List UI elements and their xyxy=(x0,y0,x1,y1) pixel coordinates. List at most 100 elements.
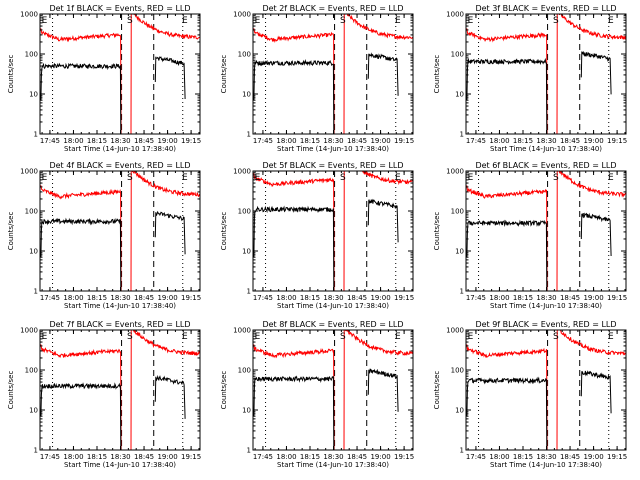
events-series-line-post xyxy=(580,370,612,414)
events-series-line-post xyxy=(154,210,186,255)
lld-series-line-pre xyxy=(253,173,335,291)
plot-frame xyxy=(465,13,627,135)
x-tick-label: 18:15 xyxy=(513,137,533,145)
x-tick-label: 19:15 xyxy=(181,137,201,145)
x-axis-label: Start Time (14-Jun-10 17:38:40) xyxy=(277,302,389,310)
x-tick-label: 18:00 xyxy=(489,294,509,302)
lld-series-line-post xyxy=(343,171,413,291)
y-tick-label: 10 xyxy=(29,407,38,415)
x-tick-label: 19:00 xyxy=(157,294,177,302)
x-tick-label: 19:00 xyxy=(157,453,177,461)
plot-frame xyxy=(252,329,414,451)
lld-series-line-post xyxy=(556,171,626,291)
marker-label: S xyxy=(340,16,346,26)
plot-frame xyxy=(39,13,201,135)
x-tick-label: 19:15 xyxy=(607,137,627,145)
y-tick-label: 1 xyxy=(460,447,464,455)
panel-title: Det 3f BLACK = Events, RED = LLD xyxy=(475,4,616,13)
marker-label: E xyxy=(468,173,474,183)
events-series-line-pre xyxy=(40,217,122,291)
marker-label: E xyxy=(182,16,188,26)
x-tick-label: 18:45 xyxy=(560,294,580,302)
x-tick-label: 17:45 xyxy=(40,453,60,461)
lld-series-line-post xyxy=(130,14,200,134)
x-tick-label: 18:45 xyxy=(347,137,367,145)
x-tick-label: 19:00 xyxy=(583,453,603,461)
y-tick-label: 1 xyxy=(460,288,464,296)
y-tick-label: 10 xyxy=(455,91,464,99)
events-series-line-post xyxy=(580,212,612,257)
marker-label: E xyxy=(42,173,48,183)
x-axis-label: Start Time (14-Jun-10 17:38:40) xyxy=(64,302,176,310)
x-axis-label: Start Time (14-Jun-10 17:38:40) xyxy=(490,145,602,153)
marker-label: E xyxy=(608,173,614,183)
marker-label: S xyxy=(127,173,133,183)
x-tick-label: 18:30 xyxy=(536,294,556,302)
y-axis-label: Counts/sec xyxy=(7,212,15,251)
x-tick-label: 19:15 xyxy=(181,294,201,302)
marker-label: E xyxy=(42,16,48,26)
x-tick-label: 19:15 xyxy=(394,294,414,302)
marker-label: E xyxy=(182,332,188,342)
x-tick-label: 18:15 xyxy=(300,453,320,461)
marker-label: S xyxy=(553,332,559,342)
lld-series-line-pre xyxy=(466,344,548,450)
x-tick-label: 19:00 xyxy=(370,294,390,302)
x-tick-label: 17:45 xyxy=(466,137,486,145)
x-tick-label: 17:45 xyxy=(466,294,486,302)
y-tick-label: 10 xyxy=(29,91,38,99)
plot-frame xyxy=(465,329,627,451)
lld-series-line-pre xyxy=(40,185,122,291)
marker-label: S xyxy=(127,16,133,26)
x-tick-label: 18:15 xyxy=(87,137,107,145)
lld-series-line-pre xyxy=(466,28,548,134)
marker-label: E xyxy=(395,332,401,342)
y-tick-label: 1000 xyxy=(20,11,38,19)
x-tick-label: 18:45 xyxy=(134,137,154,145)
y-tick-label: 100 xyxy=(25,367,38,375)
y-axis-label: Counts/sec xyxy=(433,212,441,251)
x-tick-label: 19:15 xyxy=(607,453,627,461)
panel-title: Det 1f BLACK = Events, RED = LLD xyxy=(49,4,190,13)
x-axis-label: Start Time (14-Jun-10 17:38:40) xyxy=(64,461,176,469)
plot-area xyxy=(253,171,413,291)
x-tick-label: 18:15 xyxy=(513,453,533,461)
marker-label: S xyxy=(340,332,346,342)
plot-area xyxy=(466,171,626,291)
y-tick-label: 10 xyxy=(455,248,464,256)
lld-series-line-pre xyxy=(253,28,335,134)
y-tick-label: 1000 xyxy=(446,11,464,19)
panel-title: Det 5f BLACK = Events, RED = LLD xyxy=(262,161,403,170)
y-tick-label: 1000 xyxy=(446,327,464,335)
x-tick-label: 18:15 xyxy=(87,294,107,302)
y-tick-label: 10 xyxy=(242,407,251,415)
y-axis-label: Counts/sec xyxy=(220,371,228,410)
marker-label: E xyxy=(468,16,474,26)
panel-title: Det 9f BLACK = Events, RED = LLD xyxy=(475,320,616,329)
lld-series-line-pre xyxy=(40,344,122,450)
y-axis-label: Counts/sec xyxy=(220,212,228,251)
events-series-line-pre xyxy=(253,375,335,450)
plot-area xyxy=(466,330,626,450)
x-tick-label: 18:45 xyxy=(347,453,367,461)
y-axis-label: Counts/sec xyxy=(7,371,15,410)
x-tick-label: 19:15 xyxy=(394,137,414,145)
x-tick-label: 18:30 xyxy=(323,453,343,461)
y-tick-label: 100 xyxy=(25,208,38,216)
plot-area xyxy=(253,14,413,134)
lld-series-line-pre xyxy=(466,185,548,291)
y-tick-label: 100 xyxy=(238,367,251,375)
marker-label: E xyxy=(42,332,48,342)
x-tick-label: 18:45 xyxy=(347,294,367,302)
y-tick-label: 1 xyxy=(34,131,38,139)
plot-area xyxy=(466,14,626,134)
events-series-line-pre xyxy=(253,59,335,134)
x-tick-label: 18:45 xyxy=(560,137,580,145)
x-tick-label: 17:45 xyxy=(40,294,60,302)
plot-frame xyxy=(39,170,201,292)
